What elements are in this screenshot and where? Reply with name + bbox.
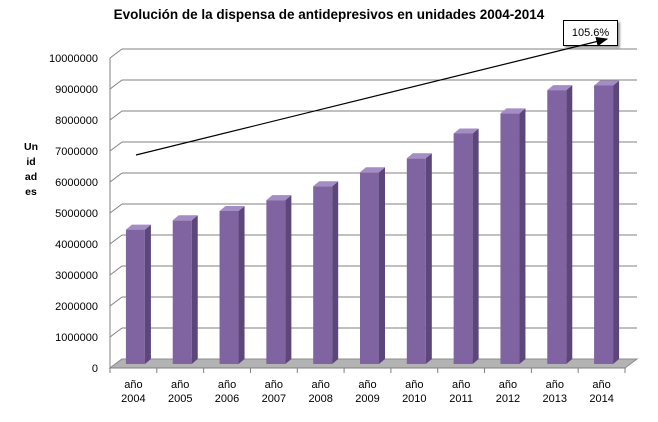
bar bbox=[406, 153, 432, 364]
y-tick-label: 0 bbox=[92, 363, 98, 375]
bar bbox=[266, 195, 292, 364]
bar-top bbox=[547, 85, 573, 91]
y-tick-label: 4000000 bbox=[55, 239, 98, 251]
bar-side bbox=[332, 181, 339, 364]
bar bbox=[594, 80, 620, 364]
bar-top bbox=[219, 206, 245, 211]
gridline-depth bbox=[109, 141, 123, 152]
y-tick-label: 9000000 bbox=[55, 84, 98, 96]
bar bbox=[500, 108, 526, 364]
gridline-depth bbox=[109, 234, 123, 245]
x-tick-label: año 2009 bbox=[355, 379, 379, 405]
bar-top bbox=[360, 167, 385, 173]
x-tick-label: año 2007 bbox=[262, 379, 286, 405]
bar-front bbox=[500, 113, 520, 364]
bar-top bbox=[594, 80, 620, 86]
x-tick-label: año 2004 bbox=[121, 379, 145, 405]
bar-front bbox=[313, 186, 333, 364]
bar-side bbox=[472, 128, 479, 364]
y-axis-label: Unidades bbox=[24, 141, 38, 198]
bar-front bbox=[453, 133, 473, 364]
bar-top bbox=[125, 224, 151, 230]
bar-front bbox=[125, 229, 145, 364]
y-tick-label: 8000000 bbox=[55, 115, 98, 127]
x-tick-label: año 2006 bbox=[215, 379, 239, 405]
bar bbox=[125, 224, 151, 364]
gridline-depth bbox=[109, 265, 123, 276]
gridline-depth bbox=[109, 79, 123, 90]
y-tick-label: 2000000 bbox=[55, 301, 98, 313]
bar-top bbox=[406, 153, 432, 159]
gridline-depth bbox=[109, 172, 123, 183]
y-tick-label: 7000000 bbox=[55, 146, 98, 158]
gridline-depth bbox=[109, 110, 123, 121]
bar-top bbox=[453, 128, 479, 134]
bar bbox=[313, 181, 339, 364]
x-tick-label: año 2012 bbox=[496, 379, 520, 405]
bar bbox=[219, 206, 245, 364]
bar-front bbox=[219, 211, 239, 364]
bar bbox=[360, 167, 385, 364]
bar-front bbox=[406, 158, 426, 364]
x-tick-label: año 2013 bbox=[543, 379, 567, 405]
x-tick-label: año 2014 bbox=[589, 379, 613, 405]
y-tick-label: 1000000 bbox=[55, 332, 98, 344]
x-tick-label: año 2008 bbox=[308, 379, 332, 405]
bar-front bbox=[594, 85, 614, 364]
bar-side bbox=[519, 108, 526, 364]
trend-arrow bbox=[135, 36, 609, 156]
x-tick-label: año 2010 bbox=[402, 379, 426, 405]
bar-side bbox=[379, 167, 385, 364]
x-tick-label: año 2005 bbox=[168, 379, 192, 405]
bar-side bbox=[285, 195, 292, 364]
growth-annotation: 105.6% bbox=[563, 20, 618, 46]
bar-front bbox=[266, 200, 286, 364]
chart-title: Evolución de la dispensa de antidepresiv… bbox=[113, 7, 545, 22]
bar bbox=[547, 85, 573, 364]
y-tick-label: 6000000 bbox=[55, 177, 98, 189]
bar-top bbox=[266, 195, 292, 201]
bar-side bbox=[238, 206, 245, 364]
bar-top bbox=[172, 215, 198, 221]
bar-side bbox=[144, 224, 151, 364]
bar-front bbox=[360, 172, 379, 364]
y-tick-label: 5000000 bbox=[55, 208, 98, 220]
bar-side bbox=[191, 215, 198, 364]
bar-top bbox=[313, 181, 339, 187]
bar bbox=[172, 215, 198, 364]
x-tick-label: año 2011 bbox=[449, 379, 473, 405]
y-tick-label: 3000000 bbox=[55, 270, 98, 282]
gridline-depth bbox=[109, 203, 123, 214]
bar-front bbox=[172, 220, 192, 364]
gridline-depth bbox=[109, 327, 123, 338]
bar-side bbox=[425, 153, 432, 364]
bar-top bbox=[500, 108, 526, 114]
y-tick-label: 10000000 bbox=[49, 53, 98, 65]
bar bbox=[453, 128, 479, 364]
bar-side bbox=[613, 80, 620, 364]
gridline-depth bbox=[109, 296, 123, 307]
bar-front bbox=[547, 90, 567, 364]
bar-side bbox=[566, 85, 573, 364]
gridline-depth bbox=[109, 48, 123, 59]
